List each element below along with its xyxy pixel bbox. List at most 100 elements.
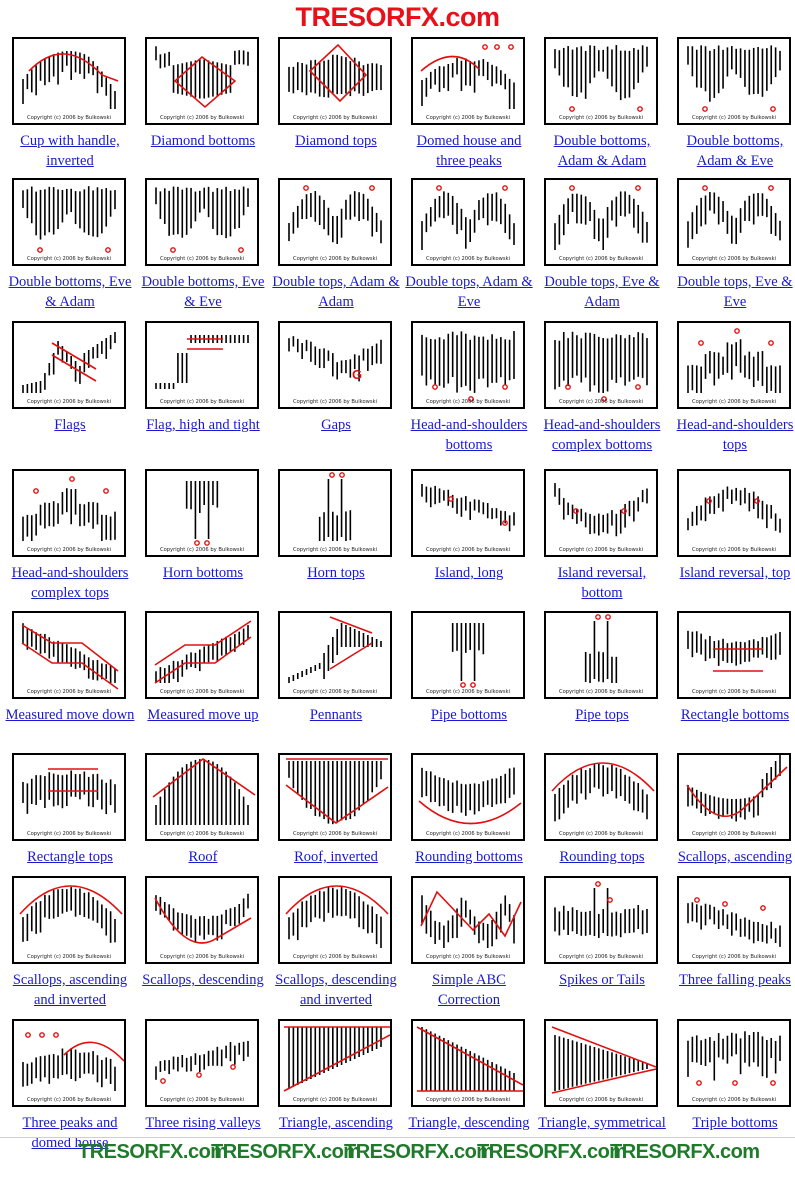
pattern-link[interactable]: Scallops, ascending and inverted	[12, 972, 128, 1008]
pattern-link[interactable]: Roof	[188, 849, 218, 865]
pattern-cell: Copyright (c) 2006 by Bulkowski Pipe bott…	[403, 611, 535, 745]
pattern-link[interactable]: Scallops, ascending	[677, 849, 793, 865]
pattern-link[interactable]: Pennants	[309, 707, 363, 723]
pattern-link[interactable]: Cup with handle, inverted	[20, 133, 120, 169]
pattern-link[interactable]: Rounding tops	[559, 849, 645, 865]
marker-dot	[569, 106, 575, 112]
pattern-link[interactable]: Three falling peaks	[679, 972, 791, 988]
pattern-thumbnail[interactable]: Copyright (c) 2006 by Bulkowski	[12, 321, 126, 409]
pattern-link[interactable]: Diamond bottoms	[150, 133, 256, 149]
pattern-thumbnail[interactable]: Copyright (c) 2006 by Bulkowski	[12, 1019, 126, 1107]
pattern-link[interactable]: Scallops, descending	[142, 972, 264, 988]
pattern-thumbnail[interactable]: Copyright (c) 2006 by Bulkowski	[677, 178, 791, 266]
pattern-link[interactable]: Rectangle tops	[27, 849, 113, 865]
pattern-thumbnail[interactable]: Copyright (c) 2006 by Bulkowski	[12, 753, 126, 841]
pattern-thumbnail[interactable]: Copyright (c) 2006 by Bulkowski	[278, 753, 392, 841]
pattern-link[interactable]: Pipe bottoms	[430, 707, 508, 723]
pattern-link[interactable]: Head-and-shoulders complex bottoms	[543, 417, 661, 453]
pattern-link[interactable]: Triangle, ascending	[279, 1115, 393, 1131]
pattern-thumbnail[interactable]: Copyright (c) 2006 by Bulkowski	[145, 753, 259, 841]
pattern-thumbnail[interactable]: Copyright (c) 2006 by Bulkowski	[411, 37, 525, 125]
pattern-thumbnail[interactable]: Copyright (c) 2006 by Bulkowski	[677, 753, 791, 841]
pattern-thumbnail[interactable]: Copyright (c) 2006 by Bulkowski	[145, 469, 259, 557]
pattern-link[interactable]: Head-and-shoulders bottoms	[410, 417, 528, 453]
pattern-link[interactable]: Three peaks and domed house	[22, 1115, 118, 1151]
pattern-thumbnail[interactable]: Copyright (c) 2006 by Bulkowski	[145, 1019, 259, 1107]
pattern-link[interactable]: Scallops, descending and inverted	[275, 972, 397, 1008]
pattern-link[interactable]: Double tops, Adam & Adam	[272, 274, 400, 310]
pattern-link[interactable]: Pipe tops	[575, 707, 629, 723]
pattern-thumbnail[interactable]: Copyright (c) 2006 by Bulkowski	[278, 469, 392, 557]
pattern-link[interactable]: Triangle, symmetrical	[538, 1115, 666, 1131]
pattern-thumbnail[interactable]: Copyright (c) 2006 by Bulkowski	[145, 876, 259, 964]
pattern-thumbnail[interactable]: Copyright (c) 2006 by Bulkowski	[677, 321, 791, 409]
pattern-link[interactable]: Rectangle bottoms	[680, 707, 790, 723]
pattern-thumbnail[interactable]: Copyright (c) 2006 by Bulkowski	[145, 611, 259, 699]
pattern-thumbnail[interactable]: Copyright (c) 2006 by Bulkowski	[677, 37, 791, 125]
pattern-link[interactable]: Spikes or Tails	[559, 972, 645, 988]
pattern-thumbnail[interactable]: Copyright (c) 2006 by Bulkowski	[145, 321, 259, 409]
pattern-thumbnail[interactable]: Copyright (c) 2006 by Bulkowski	[278, 611, 392, 699]
pattern-link[interactable]: Double bottoms, Eve & Adam	[8, 274, 132, 310]
pattern-thumbnail[interactable]: Copyright (c) 2006 by Bulkowski	[12, 611, 126, 699]
pattern-thumbnail[interactable]: Copyright (c) 2006 by Bulkowski	[544, 178, 658, 266]
pattern-link[interactable]: Roof, inverted	[294, 849, 378, 865]
pattern-thumbnail[interactable]: Copyright (c) 2006 by Bulkowski	[544, 37, 658, 125]
pattern-link[interactable]: Head-and-shoulders tops	[676, 417, 794, 453]
pattern-thumbnail[interactable]: Copyright (c) 2006 by Bulkowski	[677, 469, 791, 557]
pattern-thumbnail[interactable]: Copyright (c) 2006 by Bulkowski	[145, 37, 259, 125]
pattern-thumbnail[interactable]: Copyright (c) 2006 by Bulkowski	[411, 178, 525, 266]
pattern-thumbnail[interactable]: Copyright (c) 2006 by Bulkowski	[411, 611, 525, 699]
pattern-link[interactable]: Double bottoms, Adam & Eve	[686, 133, 784, 169]
pattern-thumbnail[interactable]: Copyright (c) 2006 by Bulkowski	[544, 321, 658, 409]
pattern-thumbnail[interactable]: Copyright (c) 2006 by Bulkowski	[278, 1019, 392, 1107]
pattern-link[interactable]: Measured move up	[147, 707, 259, 723]
pattern-thumbnail[interactable]: Copyright (c) 2006 by Bulkowski	[278, 876, 392, 964]
pattern-link[interactable]: Measured move down	[5, 707, 135, 723]
pattern-link[interactable]: Diamond tops	[295, 133, 377, 149]
pattern-thumbnail[interactable]: Copyright (c) 2006 by Bulkowski	[12, 178, 126, 266]
pattern-link[interactable]: Three rising valleys	[145, 1115, 261, 1131]
pattern-thumbnail[interactable]: Copyright (c) 2006 by Bulkowski	[411, 876, 525, 964]
pattern-thumbnail[interactable]: Copyright (c) 2006 by Bulkowski	[12, 469, 126, 557]
copyright-text: Copyright (c) 2006 by Bulkowski	[558, 1097, 644, 1103]
pattern-thumbnail[interactable]: Copyright (c) 2006 by Bulkowski	[677, 876, 791, 964]
pattern-thumbnail[interactable]: Copyright (c) 2006 by Bulkowski	[411, 1019, 525, 1107]
pattern-link[interactable]: Double bottoms, Adam & Adam	[553, 133, 651, 169]
pattern-thumbnail[interactable]: G Copyright (c) 2006 by Bulkowski	[278, 321, 392, 409]
pattern-thumbnail[interactable]: Copyright (c) 2006 by Bulkowski	[12, 37, 126, 125]
pattern-thumbnail[interactable]: Copyright (c) 2006 by Bulkowski	[12, 876, 126, 964]
pattern-link[interactable]: Double tops, Eve & Adam	[544, 274, 660, 310]
pattern-thumbnail[interactable]: Copyright (c) 2006 by Bulkowski	[544, 611, 658, 699]
pattern-link[interactable]: Domed house and three peaks	[416, 133, 522, 169]
pattern-link[interactable]: Horn bottoms	[162, 565, 244, 581]
pattern-link[interactable]: Simple ABC Correction	[432, 972, 506, 1008]
pattern-chart	[687, 486, 781, 533]
pattern-thumbnail[interactable]: Copyright (c) 2006 by Bulkowski	[677, 1019, 791, 1107]
pattern-link[interactable]: Double bottoms, Eve & Eve	[141, 274, 265, 310]
pattern-thumbnail[interactable]: Copyright (c) 2006 by Bulkowski	[677, 611, 791, 699]
pattern-link[interactable]: Flag, high and tight	[146, 417, 260, 433]
pattern-link[interactable]: Horn tops	[307, 565, 365, 581]
pattern-link[interactable]: Triple bottoms	[692, 1115, 778, 1131]
pattern-link[interactable]: Gaps	[321, 417, 351, 433]
pattern-link[interactable]: Head-and-shoulders complex tops	[11, 565, 129, 601]
pattern-link[interactable]: Island, long	[434, 565, 504, 581]
pattern-thumbnail[interactable]: Copyright (c) 2006 by Bulkowski	[278, 37, 392, 125]
pattern-thumbnail[interactable]: Copyright (c) 2006 by Bulkowski	[278, 178, 392, 266]
pattern-thumbnail[interactable]: Copyright (c) 2006 by Bulkowski	[544, 753, 658, 841]
pattern-thumbnail[interactable]: Copyright (c) 2006 by Bulkowski	[411, 753, 525, 841]
pattern-thumbnail[interactable]: Copyright (c) 2006 by Bulkowski	[544, 1019, 658, 1107]
pattern-link[interactable]: Island reversal, bottom	[557, 565, 647, 601]
pattern-thumbnail[interactable]: Copyright (c) 2006 by Bulkowski	[544, 469, 658, 557]
pattern-thumbnail[interactable]: Copyright (c) 2006 by Bulkowski	[145, 178, 259, 266]
pattern-thumbnail[interactable]: Copyright (c) 2006 by Bulkowski	[411, 321, 525, 409]
pattern-thumbnail[interactable]: Copyright (c) 2006 by Bulkowski	[411, 469, 525, 557]
pattern-link[interactable]: Flags	[54, 417, 86, 433]
pattern-link[interactable]: Triangle, descending	[408, 1115, 530, 1131]
pattern-link[interactable]: Double tops, Eve & Eve	[677, 274, 793, 310]
pattern-thumbnail[interactable]: Copyright (c) 2006 by Bulkowski	[544, 876, 658, 964]
pattern-link[interactable]: Rounding bottoms	[415, 849, 523, 865]
pattern-link[interactable]: Island reversal, top	[679, 565, 791, 581]
pattern-link[interactable]: Double tops, Adam & Eve	[405, 274, 533, 310]
